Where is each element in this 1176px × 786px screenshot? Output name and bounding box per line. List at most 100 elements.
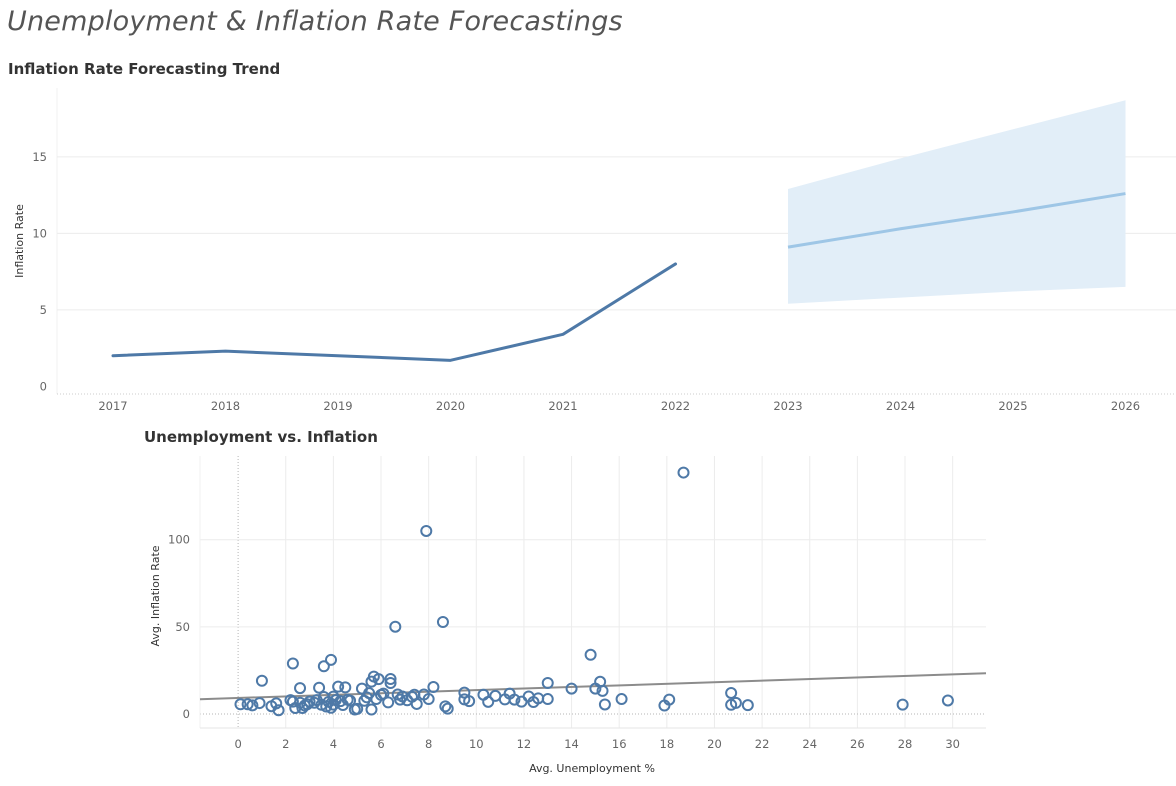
scatter-point bbox=[677, 466, 690, 479]
x-tick-label: 28 bbox=[898, 737, 913, 751]
scatter-point bbox=[234, 698, 247, 711]
y-axis-title: Inflation Rate bbox=[13, 204, 26, 278]
scatter-point bbox=[389, 620, 402, 633]
scatter-point bbox=[420, 524, 433, 537]
scatter-point bbox=[541, 677, 554, 690]
scatter-point bbox=[303, 695, 316, 708]
scatter-point bbox=[339, 681, 352, 694]
scatter-point bbox=[729, 696, 742, 709]
x-tick-label: 2025 bbox=[998, 399, 1027, 413]
scatter-point bbox=[372, 673, 385, 686]
scatter-point bbox=[482, 695, 495, 708]
scatter-point bbox=[615, 693, 628, 706]
y-tick-label: 0 bbox=[183, 707, 190, 721]
scatter-point bbox=[441, 702, 454, 715]
scatter-point bbox=[253, 697, 266, 710]
scatter-point bbox=[477, 688, 490, 701]
x-tick-label: 10 bbox=[469, 737, 484, 751]
scatter-point bbox=[313, 681, 326, 694]
y-tick-label: 0 bbox=[40, 379, 47, 393]
scatter-point bbox=[270, 697, 283, 710]
scatter-point bbox=[382, 696, 395, 709]
scatter-point bbox=[286, 695, 299, 708]
scatter-point bbox=[365, 703, 378, 716]
scatter-point bbox=[301, 698, 314, 711]
scatter-point bbox=[439, 700, 452, 713]
x-tick-label: 26 bbox=[850, 737, 865, 751]
scatter-point bbox=[941, 694, 954, 707]
scatter-point bbox=[384, 677, 397, 690]
x-tick-label: 2023 bbox=[773, 399, 802, 413]
trend-line bbox=[199, 672, 987, 701]
scatter-point bbox=[332, 680, 345, 693]
x-tick-label: 2019 bbox=[323, 399, 352, 413]
x-tick-label: 2024 bbox=[886, 399, 915, 413]
x-axis-title: Avg. Unemployment % bbox=[529, 762, 655, 775]
x-tick-label: 2020 bbox=[436, 399, 465, 413]
x-tick-label: 2 bbox=[282, 737, 289, 751]
scatter-point bbox=[422, 693, 435, 706]
scatter-point bbox=[246, 699, 259, 712]
line-chart-title: Inflation Rate Forecasting Trend bbox=[8, 60, 281, 78]
scatter-point bbox=[325, 653, 337, 666]
scatter-point bbox=[344, 694, 357, 707]
scatter-point bbox=[308, 696, 321, 709]
scatter-chart-title: Unemployment vs. Inflation bbox=[144, 428, 378, 446]
x-tick-label: 24 bbox=[802, 737, 817, 751]
dashboard-title: Unemployment & Inflation Rate Forecastin… bbox=[7, 6, 623, 37]
scatter-point bbox=[384, 673, 397, 686]
scatter-point bbox=[294, 682, 307, 695]
x-tick-label: 4 bbox=[330, 737, 337, 751]
x-tick-label: 12 bbox=[517, 737, 532, 751]
scatter-point bbox=[286, 657, 299, 670]
forecast-confidence-band bbox=[788, 100, 1126, 304]
scatter-point bbox=[377, 687, 390, 700]
x-tick-label: 18 bbox=[660, 737, 675, 751]
inflation-forecast-line-chart[interactable]: 0 5 10 15 2017 2018 2019 2020 2021 2022 2023 2024 20… bbox=[0, 0, 1176, 420]
y-tick-label: 100 bbox=[168, 533, 190, 547]
scatter-point bbox=[896, 698, 909, 711]
actual-series-line bbox=[111, 262, 677, 362]
scatter-point bbox=[596, 684, 609, 697]
forecast-series-line bbox=[787, 192, 1126, 249]
scatter-point bbox=[241, 698, 254, 711]
scatter-point bbox=[317, 660, 330, 673]
x-tick-label: 2018 bbox=[211, 399, 240, 413]
scatter-point bbox=[427, 681, 440, 694]
scatter-point bbox=[394, 693, 407, 706]
scatter-point bbox=[598, 698, 611, 711]
x-tick-label: 6 bbox=[377, 737, 384, 751]
scatter-point bbox=[541, 693, 554, 706]
x-tick-label: 16 bbox=[612, 737, 627, 751]
scatter-point bbox=[663, 693, 676, 706]
scatter-point bbox=[436, 615, 449, 628]
y-axis-title: Avg. Inflation Rate bbox=[149, 545, 162, 646]
scatter-point bbox=[508, 693, 521, 706]
scatter-point bbox=[584, 648, 597, 661]
scatter-point bbox=[363, 687, 376, 700]
scatter-point bbox=[351, 702, 364, 715]
x-tick-label: 14 bbox=[564, 737, 579, 751]
x-tick-label: 2021 bbox=[548, 399, 577, 413]
scatter-point bbox=[565, 682, 578, 695]
scatter-point bbox=[741, 699, 754, 712]
x-tick-label: 20 bbox=[707, 737, 722, 751]
x-tick-label: 30 bbox=[945, 737, 960, 751]
y-tick-label: 5 bbox=[40, 303, 47, 317]
y-tick-label: 50 bbox=[175, 620, 190, 634]
x-tick-label: 2022 bbox=[661, 399, 690, 413]
scatter-point bbox=[410, 697, 423, 710]
x-tick-label: 2026 bbox=[1111, 399, 1140, 413]
scatter-point bbox=[463, 695, 476, 708]
scatter-point bbox=[255, 674, 268, 687]
x-tick-label: 2017 bbox=[98, 399, 127, 413]
y-tick-label: 15 bbox=[32, 150, 47, 164]
x-tick-label: 8 bbox=[425, 737, 432, 751]
scatter-point bbox=[725, 686, 738, 699]
scatter-point bbox=[489, 689, 502, 702]
x-tick-label: 22 bbox=[755, 737, 770, 751]
y-tick-label: 10 bbox=[32, 226, 47, 240]
scatter-point bbox=[272, 704, 285, 717]
x-tick-label: 0 bbox=[234, 737, 241, 751]
